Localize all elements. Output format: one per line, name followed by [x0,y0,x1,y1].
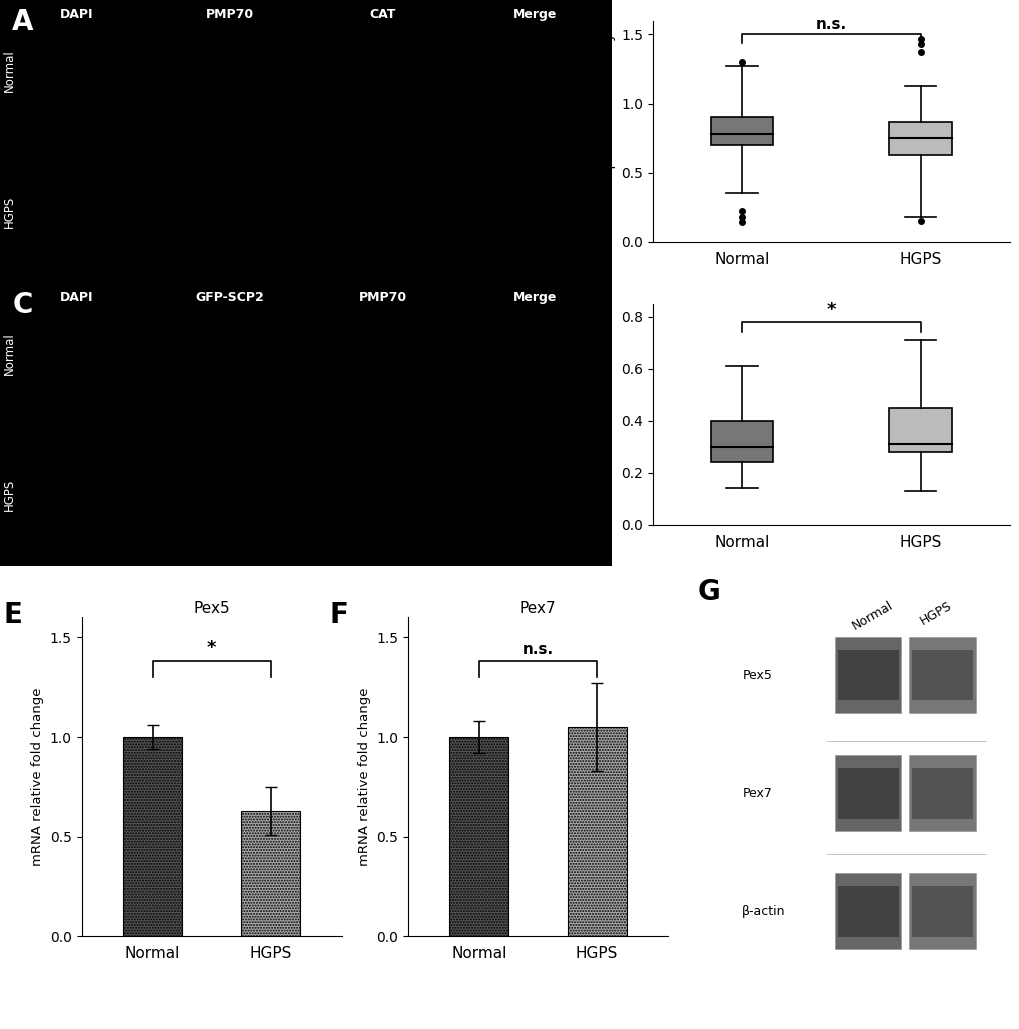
Text: Pex7: Pex7 [742,787,771,800]
Text: PMP70: PMP70 [205,8,254,22]
Text: Normal: Normal [3,49,15,93]
FancyBboxPatch shape [911,650,972,701]
Text: B: B [588,9,609,37]
Text: DAPI: DAPI [60,8,93,22]
FancyBboxPatch shape [909,874,975,950]
FancyBboxPatch shape [710,117,772,145]
FancyBboxPatch shape [889,121,951,154]
FancyBboxPatch shape [710,421,772,462]
Text: GFP-SCP2: GFP-SCP2 [195,291,264,305]
Text: F: F [330,601,348,630]
Text: *: * [207,639,216,658]
FancyBboxPatch shape [837,886,898,936]
Bar [567,728,626,936]
Text: n.s.: n.s. [815,16,846,32]
FancyBboxPatch shape [911,768,972,819]
Bar [123,737,182,936]
FancyBboxPatch shape [909,755,975,831]
Text: HGPS: HGPS [917,599,953,628]
Bar [449,737,508,936]
FancyBboxPatch shape [909,637,975,713]
FancyBboxPatch shape [911,886,972,936]
Text: HGPS: HGPS [3,197,15,228]
Text: Normal: Normal [3,332,15,376]
Text: D: D [588,292,611,320]
FancyBboxPatch shape [837,768,898,819]
FancyBboxPatch shape [837,650,898,701]
FancyBboxPatch shape [835,755,901,831]
Y-axis label: Fraction of PMP70 not colocalized: Fraction of PMP70 not colocalized [602,303,614,526]
Text: CAT: CAT [369,8,395,22]
Text: E: E [3,601,22,630]
Text: G: G [697,578,719,606]
Text: DAPI: DAPI [60,291,93,305]
Text: Merge: Merge [513,8,557,22]
Text: C: C [12,291,33,319]
Y-axis label: Relative peroxisome density: Relative peroxisome density [601,33,614,229]
Text: *: * [825,301,836,319]
Text: n.s.: n.s. [522,642,553,658]
FancyBboxPatch shape [835,874,901,950]
FancyBboxPatch shape [889,407,951,452]
Y-axis label: mRNA relative fold change: mRNA relative fold change [32,687,44,866]
Text: HGPS: HGPS [3,480,15,511]
Text: A: A [12,8,34,36]
FancyBboxPatch shape [835,637,901,713]
Text: Merge: Merge [513,291,557,305]
Title: Pex7: Pex7 [520,601,555,616]
Title: Pex5: Pex5 [194,601,229,616]
Text: β-actin: β-actin [742,904,785,918]
Text: PMP70: PMP70 [358,291,407,305]
Text: Pex5: Pex5 [742,669,771,681]
Text: Normal: Normal [849,599,895,633]
Y-axis label: mRNA relative fold change: mRNA relative fold change [358,687,370,866]
Bar [240,811,300,936]
